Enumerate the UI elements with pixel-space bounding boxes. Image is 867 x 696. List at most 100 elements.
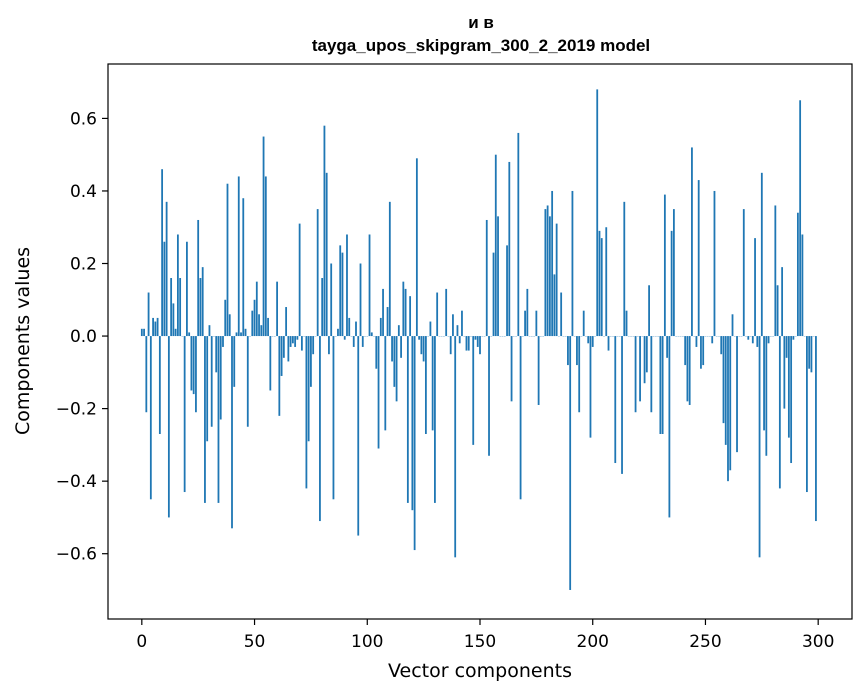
bar	[422, 336, 425, 362]
bar	[576, 336, 578, 366]
bar	[278, 336, 281, 416]
bar	[375, 336, 378, 369]
bar	[465, 336, 468, 351]
bar	[370, 332, 373, 337]
bar	[736, 336, 738, 453]
chart-subtitle: tayga_upos_skipgram_300_2_2019 model	[312, 36, 650, 55]
bar	[571, 190, 574, 337]
bar	[648, 285, 650, 337]
bar	[291, 336, 294, 344]
bar	[485, 219, 488, 337]
bar	[319, 336, 321, 522]
bar	[343, 336, 346, 340]
bar	[264, 176, 267, 337]
bar	[219, 336, 222, 420]
bar	[195, 336, 197, 413]
bar	[413, 336, 416, 551]
bar	[621, 336, 623, 474]
bar	[368, 234, 371, 337]
bar	[402, 281, 405, 337]
bar	[267, 317, 269, 337]
bar	[587, 336, 590, 344]
x-tick-label: 150	[464, 632, 496, 652]
bar	[476, 336, 479, 347]
bar	[149, 336, 152, 500]
bar	[179, 278, 182, 337]
bar	[697, 180, 700, 337]
bar	[242, 198, 245, 337]
bar	[605, 227, 608, 337]
bar	[625, 310, 628, 337]
bar	[754, 238, 756, 337]
bar	[449, 336, 452, 355]
bar	[792, 336, 795, 340]
bar	[756, 336, 759, 347]
bar	[461, 310, 463, 337]
bar	[235, 332, 238, 337]
bar	[506, 245, 508, 337]
bar	[359, 263, 362, 337]
bar	[544, 209, 547, 337]
bar	[796, 212, 799, 337]
bar	[260, 325, 263, 337]
bar	[147, 292, 150, 337]
bar	[174, 328, 177, 337]
y-tick-label: −0.2	[56, 400, 97, 420]
bar	[204, 336, 206, 503]
bar	[467, 336, 470, 351]
bar	[508, 161, 511, 337]
y-tick-label: −0.4	[56, 472, 97, 492]
bar	[668, 336, 671, 518]
bar	[321, 278, 324, 337]
bar	[388, 201, 391, 337]
bar	[783, 336, 786, 409]
bar	[526, 288, 529, 337]
bar	[713, 190, 716, 337]
bar	[645, 336, 648, 373]
bar	[379, 317, 382, 337]
bar	[650, 336, 653, 413]
bar	[767, 336, 770, 344]
bar	[634, 336, 637, 413]
bar	[332, 336, 335, 500]
bar	[639, 336, 641, 402]
bar	[208, 325, 211, 337]
bar	[548, 216, 551, 337]
bar	[176, 234, 179, 337]
bar	[188, 332, 191, 337]
bar	[382, 288, 384, 337]
bar	[607, 336, 610, 351]
bar	[659, 336, 662, 434]
bar	[720, 336, 723, 355]
bar	[406, 336, 409, 503]
bar	[776, 285, 779, 337]
y-tick-label: 0.4	[70, 182, 97, 202]
bar	[420, 336, 423, 355]
bar	[589, 336, 592, 438]
bar	[591, 336, 594, 347]
bar	[695, 336, 698, 347]
bar	[237, 176, 240, 337]
bar	[328, 336, 330, 355]
bar	[255, 281, 258, 337]
bar	[244, 328, 247, 337]
x-tick-label: 50	[244, 632, 266, 652]
bar	[298, 223, 301, 337]
bar	[384, 336, 387, 431]
bar	[165, 201, 168, 337]
bar	[691, 147, 693, 337]
bar	[517, 132, 520, 337]
bar	[183, 336, 186, 493]
bar	[337, 328, 339, 337]
bar	[731, 314, 734, 337]
bar	[810, 336, 813, 373]
bar	[560, 292, 563, 337]
bar	[310, 336, 312, 387]
bar	[510, 336, 513, 402]
bar	[700, 336, 702, 369]
bar	[781, 267, 784, 337]
bar	[258, 314, 260, 337]
bar	[537, 336, 540, 405]
bar	[217, 336, 220, 503]
